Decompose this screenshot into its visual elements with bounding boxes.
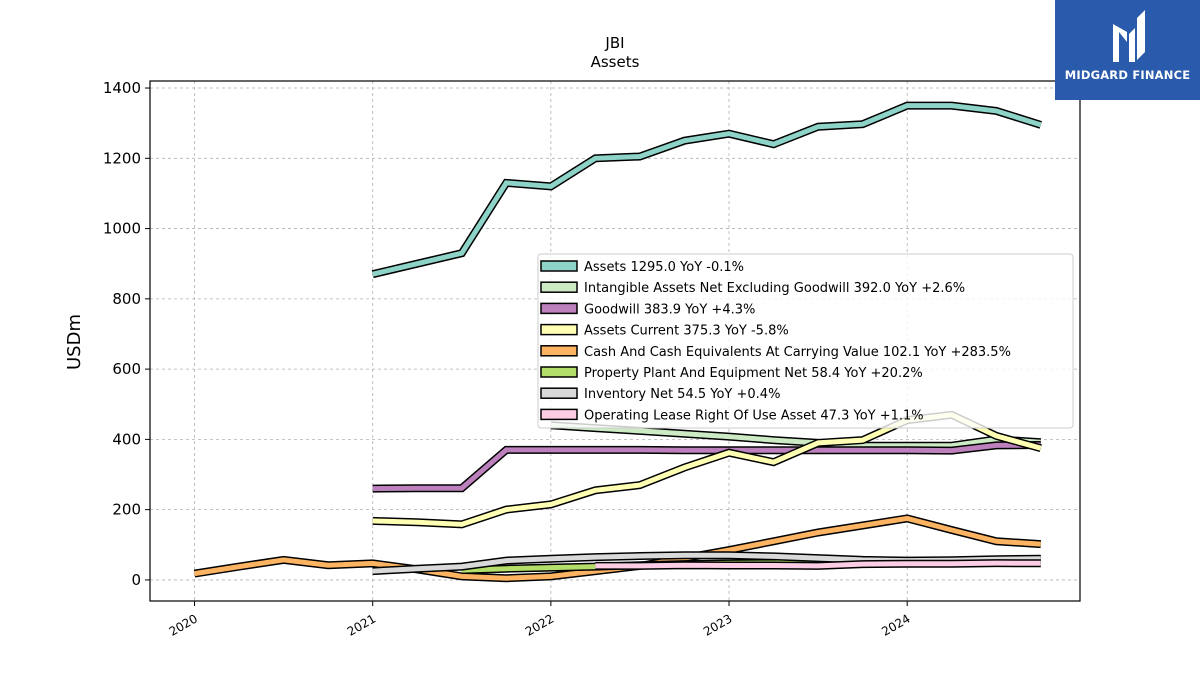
plot-frame (149, 80, 1081, 602)
legend-box (537, 253, 1074, 429)
chart-subtitle: Assets (591, 53, 640, 71)
series-line-intangible-assets-net-excluding-goodwill (550, 422, 1041, 449)
y-tick-label: 600 (112, 360, 141, 378)
legend-swatch-operating-lease-right-of-use-asset (540, 408, 578, 421)
y-tick-label: 1400 (103, 79, 141, 97)
y-tick-label: 400 (112, 430, 141, 448)
legend: Assets 1295.0 YoY -0.1% Intangible Assets… (537, 253, 1074, 429)
legend-swatch-assets (540, 260, 578, 272)
y-tick-label: 1200 (103, 149, 141, 167)
legend-swatch-assets-current (540, 323, 578, 336)
legend-label-cash-and-cash-equivalents-at-carrying-value: Cash And Cash Equivalents At Carrying Va… (584, 345, 1011, 360)
x-tick-label: 2024 (879, 611, 912, 638)
y-tick-label: 0 (131, 571, 141, 589)
midgard-finance-logo: MIDGARD FINANCE (1055, 0, 1200, 100)
legend-label-assets-current: Assets Current 375.3 YoY -5.8% (584, 324, 789, 339)
series-line-operating-lease-right-of-use-asset (595, 560, 1041, 569)
x-tick-label: 2022 (523, 611, 556, 638)
legend-label-assets: Assets 1295.0 YoY -0.1% (584, 260, 744, 275)
legend-swatch-goodwill (540, 302, 578, 315)
y-tick-label: 800 (112, 290, 141, 308)
legend-label-inventory-net: Inventory Net 54.5 YoY +0.4% (584, 387, 780, 402)
legend-swatch-property-plant-and-equipment-net (540, 366, 578, 378)
y-tick-label: 200 (112, 501, 141, 519)
legend-label-intangible-assets-net-excluding-goodwill: Intangible Assets Net Excluding Goodwill… (584, 281, 965, 296)
legend-swatch-inventory-net (540, 387, 578, 399)
series-outline-assets (371, 101, 1043, 279)
x-tick-label: 2020 (167, 611, 200, 638)
midgard-logo-icon (1113, 10, 1145, 62)
series-line-goodwill (372, 442, 1041, 492)
logo-text: MIDGARD FINANCE (1064, 68, 1191, 82)
legend-swatch-cash-and-cash-equivalents-at-carrying-value (540, 345, 578, 357)
chart-title: JBI (604, 34, 624, 52)
series-lines (193, 101, 1043, 583)
legend-label-goodwill: Goodwill 383.9 YoY +4.3% (584, 302, 755, 317)
legend-swatch-intangible-assets-net-excluding-goodwill (540, 281, 578, 293)
legend-label-property-plant-and-equipment-net: Property Plant And Equipment Net 58.4 Yo… (584, 366, 923, 381)
legend-label-operating-lease-right-of-use-asset: Operating Lease Right Of Use Asset 47.3 … (584, 408, 924, 423)
series-line-assets (372, 103, 1042, 277)
x-tick-label: 2023 (701, 611, 734, 638)
y-axis: 0 200 400 600 800 1000 1200 1400 (103, 79, 150, 589)
x-tick-label: 2021 (345, 611, 378, 638)
y-tick-label: 1000 (103, 220, 141, 238)
x-axis: 2020 2021 2022 2023 2024 (167, 601, 913, 639)
y-axis-label: USDm (64, 314, 85, 370)
